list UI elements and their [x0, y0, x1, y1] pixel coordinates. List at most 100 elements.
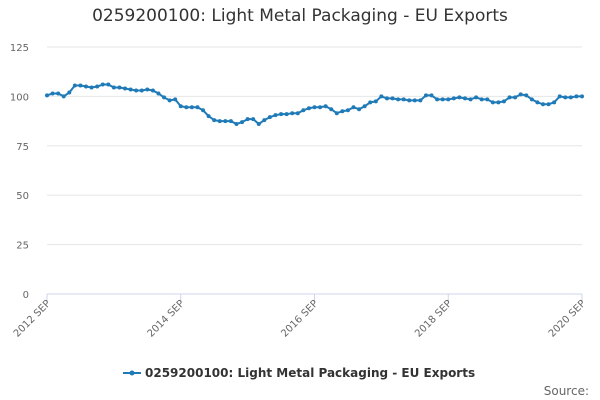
data-point[interactable]	[290, 111, 295, 116]
data-point[interactable]	[167, 98, 172, 103]
data-point[interactable]	[189, 105, 194, 110]
data-point[interactable]	[306, 106, 311, 111]
data-point[interactable]	[518, 92, 523, 97]
data-point[interactable]	[429, 93, 434, 98]
data-point[interactable]	[323, 104, 328, 109]
data-point[interactable]	[540, 102, 545, 107]
data-point[interactable]	[496, 100, 501, 105]
data-point[interactable]	[78, 83, 83, 88]
data-point[interactable]	[279, 112, 284, 117]
data-point[interactable]	[368, 100, 373, 105]
data-point[interactable]	[267, 115, 272, 120]
data-point[interactable]	[423, 93, 428, 98]
data-point[interactable]	[150, 88, 155, 93]
data-point[interactable]	[574, 94, 579, 99]
data-point[interactable]	[340, 109, 345, 114]
data-point[interactable]	[379, 94, 384, 99]
data-point[interactable]	[501, 99, 506, 104]
data-point[interactable]	[134, 88, 139, 93]
data-point[interactable]	[173, 97, 178, 102]
data-point[interactable]	[262, 118, 267, 123]
data-point[interactable]	[401, 97, 406, 102]
data-point[interactable]	[256, 122, 261, 127]
data-point[interactable]	[384, 96, 389, 101]
data-point[interactable]	[546, 102, 551, 107]
data-point[interactable]	[440, 97, 445, 102]
data-point[interactable]	[451, 96, 456, 101]
data-point[interactable]	[84, 84, 89, 89]
data-point[interactable]	[61, 94, 66, 99]
data-point[interactable]	[123, 86, 128, 91]
data-point[interactable]	[128, 87, 133, 92]
data-point[interactable]	[435, 97, 440, 102]
data-point[interactable]	[117, 85, 122, 90]
data-point[interactable]	[240, 120, 245, 125]
data-point[interactable]	[245, 117, 250, 122]
data-point[interactable]	[535, 100, 540, 105]
data-point[interactable]	[162, 95, 167, 100]
data-point[interactable]	[201, 108, 206, 113]
data-point[interactable]	[396, 97, 401, 102]
data-point[interactable]	[72, 83, 77, 88]
data-point[interactable]	[45, 93, 49, 98]
data-point[interactable]	[418, 98, 423, 103]
data-point[interactable]	[468, 97, 473, 102]
data-point[interactable]	[552, 100, 557, 105]
data-point[interactable]	[56, 91, 61, 96]
series-layer	[45, 82, 584, 127]
data-point[interactable]	[178, 104, 183, 109]
data-point[interactable]	[50, 91, 55, 96]
data-point[interactable]	[312, 105, 317, 110]
data-point[interactable]	[362, 104, 367, 109]
data-point[interactable]	[106, 82, 111, 87]
data-point[interactable]	[111, 85, 116, 90]
data-point[interactable]	[373, 99, 378, 104]
data-point[interactable]	[95, 84, 100, 89]
data-point[interactable]	[195, 105, 200, 110]
data-point[interactable]	[184, 105, 189, 110]
data-point[interactable]	[357, 107, 362, 112]
data-point[interactable]	[507, 95, 512, 100]
data-point[interactable]	[407, 98, 412, 103]
y-tick-label: 125	[10, 43, 29, 54]
data-point[interactable]	[251, 117, 256, 122]
data-point[interactable]	[462, 96, 467, 101]
data-point[interactable]	[301, 108, 306, 113]
data-point[interactable]	[212, 118, 217, 123]
data-point[interactable]	[479, 97, 484, 102]
data-point[interactable]	[67, 90, 72, 95]
data-point[interactable]	[139, 88, 144, 93]
data-point[interactable]	[234, 122, 239, 127]
data-point[interactable]	[485, 97, 490, 102]
data-point[interactable]	[318, 105, 323, 110]
data-point[interactable]	[474, 95, 479, 100]
data-point[interactable]	[295, 111, 300, 116]
data-point[interactable]	[529, 97, 534, 102]
data-point[interactable]	[206, 114, 211, 119]
data-point[interactable]	[145, 87, 150, 92]
data-point[interactable]	[457, 95, 462, 100]
data-point[interactable]	[524, 93, 529, 98]
data-point[interactable]	[223, 119, 228, 124]
data-point[interactable]	[228, 119, 233, 124]
data-point[interactable]	[217, 119, 222, 124]
data-point[interactable]	[390, 96, 395, 101]
data-point[interactable]	[490, 100, 495, 105]
data-point[interactable]	[273, 113, 278, 118]
data-point[interactable]	[284, 112, 289, 117]
data-point[interactable]	[563, 95, 568, 100]
data-point[interactable]	[557, 94, 562, 99]
data-point[interactable]	[345, 108, 350, 113]
data-point[interactable]	[351, 105, 356, 110]
data-point[interactable]	[156, 91, 161, 96]
data-point[interactable]	[513, 95, 518, 100]
data-point[interactable]	[329, 107, 334, 112]
data-point[interactable]	[89, 85, 94, 90]
data-point[interactable]	[412, 98, 417, 103]
legend[interactable]: 0259200100: Light Metal Packaging - EU E…	[123, 366, 475, 380]
data-point[interactable]	[580, 94, 584, 99]
data-point[interactable]	[446, 97, 451, 102]
data-point[interactable]	[100, 82, 105, 87]
data-point[interactable]	[568, 95, 573, 100]
data-point[interactable]	[334, 111, 339, 116]
